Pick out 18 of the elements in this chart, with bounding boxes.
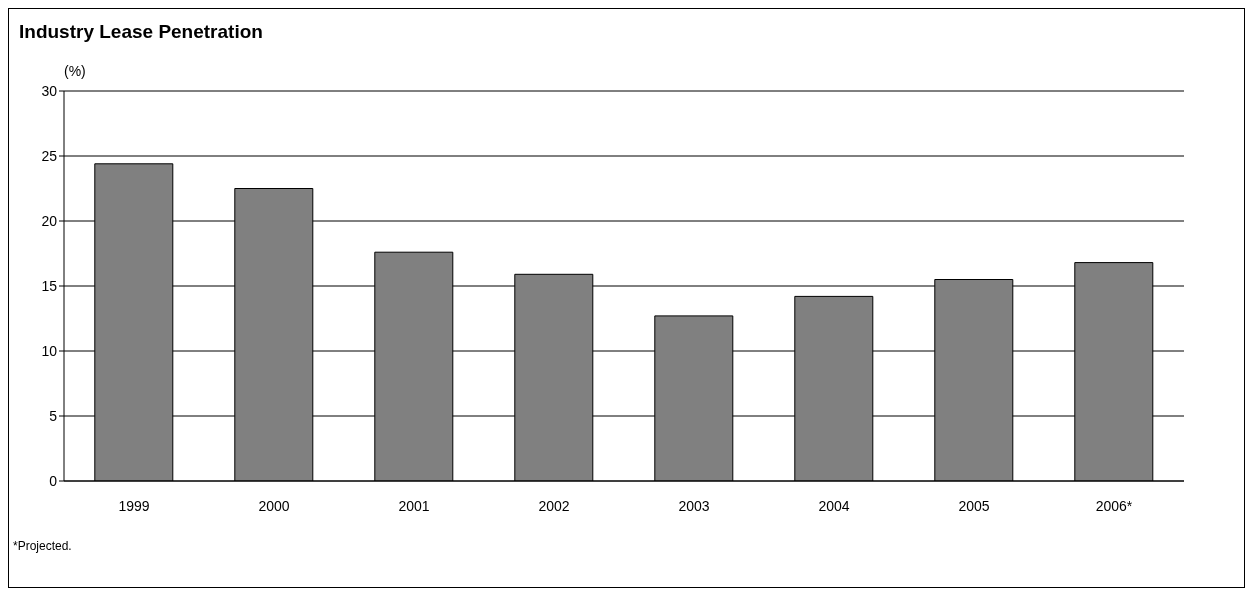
x-tick-label: 2004 (818, 497, 850, 514)
x-tick-label: 2000 (258, 497, 290, 514)
x-tick-label: 2002 (538, 497, 570, 514)
y-tick-label: 15 (41, 277, 58, 294)
x-tick-label: 2006* (1095, 497, 1133, 514)
chart-title: Industry Lease Penetration (18, 20, 264, 44)
y-tick-label: 5 (49, 407, 58, 424)
y-tick-label: 30 (41, 82, 58, 99)
x-tick-label: 2003 (678, 497, 710, 514)
y-tick-label: 25 (41, 147, 58, 164)
text: *Projected. (13, 539, 73, 553)
y-tick-label: 0 (49, 472, 58, 489)
y-tick-label: 10 (41, 342, 58, 359)
y-tick-label: 20 (41, 212, 58, 229)
x-tick-label: 1999 (118, 497, 150, 514)
x-tick-label: 2005 (958, 497, 990, 514)
y-axis-title: (%) (64, 62, 86, 79)
x-tick-label: 2001 (398, 497, 430, 514)
